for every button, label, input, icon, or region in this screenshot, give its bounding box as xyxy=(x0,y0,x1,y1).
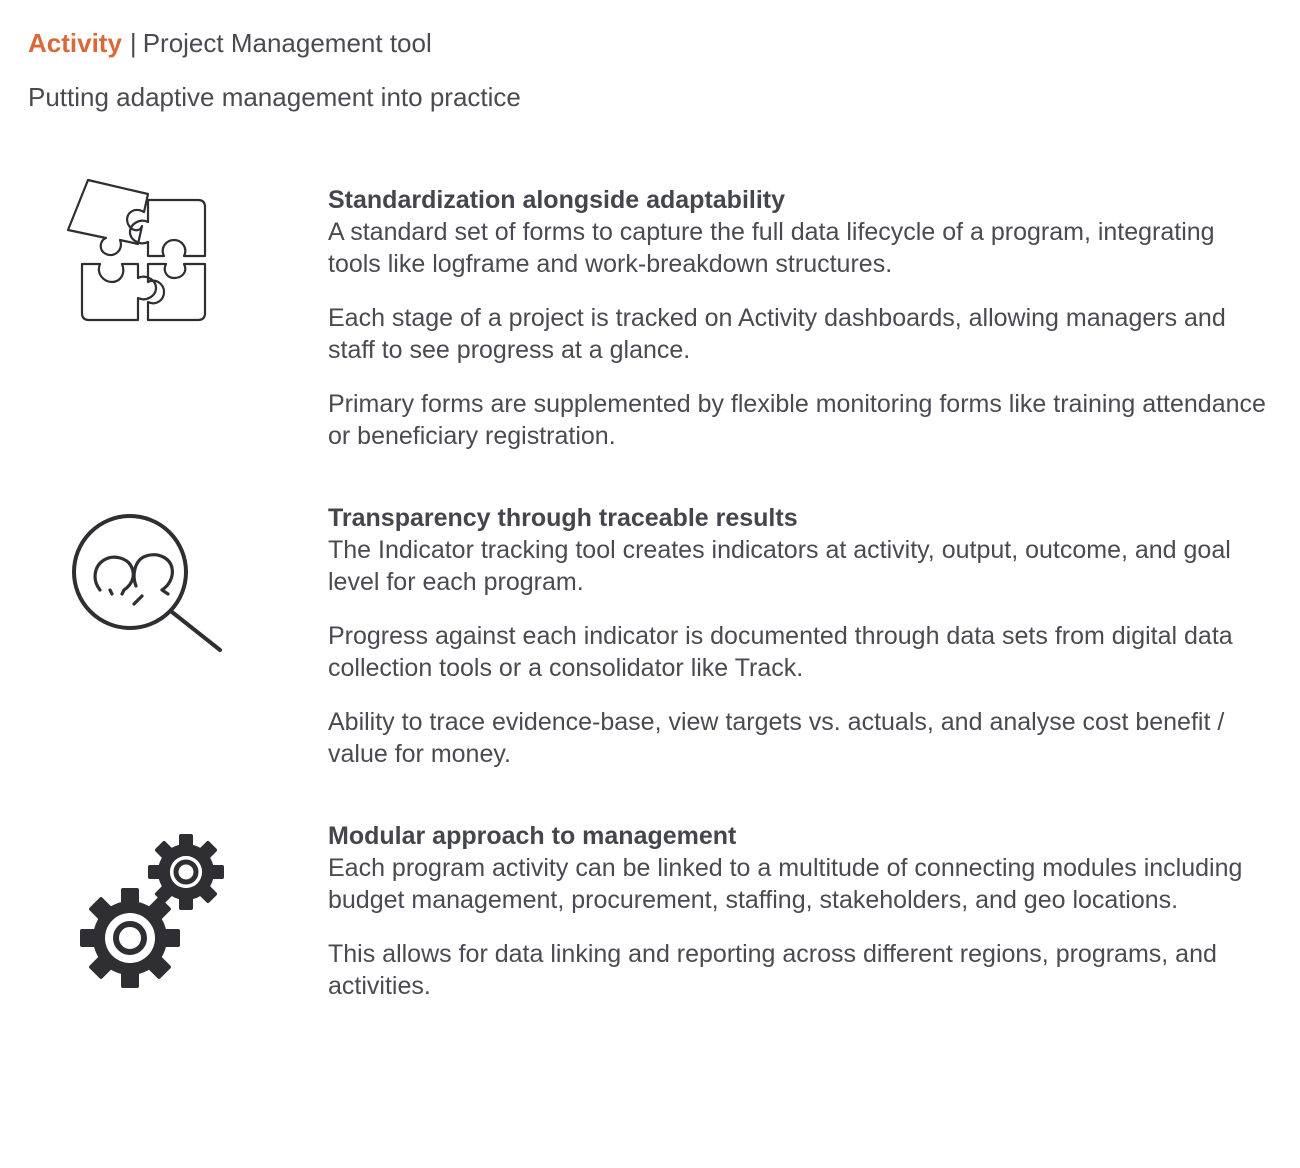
gears-icon xyxy=(78,830,230,990)
page-subtitle: Putting adaptive management into practic… xyxy=(28,82,521,112)
section-paragraph: Each stage of a project is tracked on Ac… xyxy=(328,304,1226,364)
puzzle-icon xyxy=(64,178,212,328)
section-paragraph: Progress against each indicator is docum… xyxy=(328,622,1233,682)
magnifier-people-icon xyxy=(70,510,226,656)
section-title: Standardization alongside adaptability xyxy=(328,186,786,214)
section-paragraph: Each program activity can be linked to a… xyxy=(328,854,1243,914)
section-text: Standardization alongside adaptability A… xyxy=(328,184,1268,474)
section-text: Transparency through traceable results T… xyxy=(328,502,1268,792)
section-title: Modular approach to management xyxy=(328,822,737,850)
brand-name: Activity xyxy=(28,28,122,58)
page-header: Activity | Project Management tool xyxy=(28,26,432,60)
product-name: Project Management tool xyxy=(142,28,432,58)
section-text: Modular approach to management Each prog… xyxy=(328,820,1268,1024)
section-title: Transparency through traceable results xyxy=(328,504,798,532)
section-paragraph: This allows for data linking and reporti… xyxy=(328,940,1217,1000)
section-paragraph: Ability to trace evidence-base, view tar… xyxy=(328,708,1225,768)
section-paragraph: A standard set of forms to capture the f… xyxy=(328,218,1215,278)
section-paragraph: Primary forms are supplemented by flexib… xyxy=(328,390,1266,450)
header-separator: | xyxy=(129,28,137,58)
section-paragraph: The Indicator tracking tool creates indi… xyxy=(328,536,1231,596)
